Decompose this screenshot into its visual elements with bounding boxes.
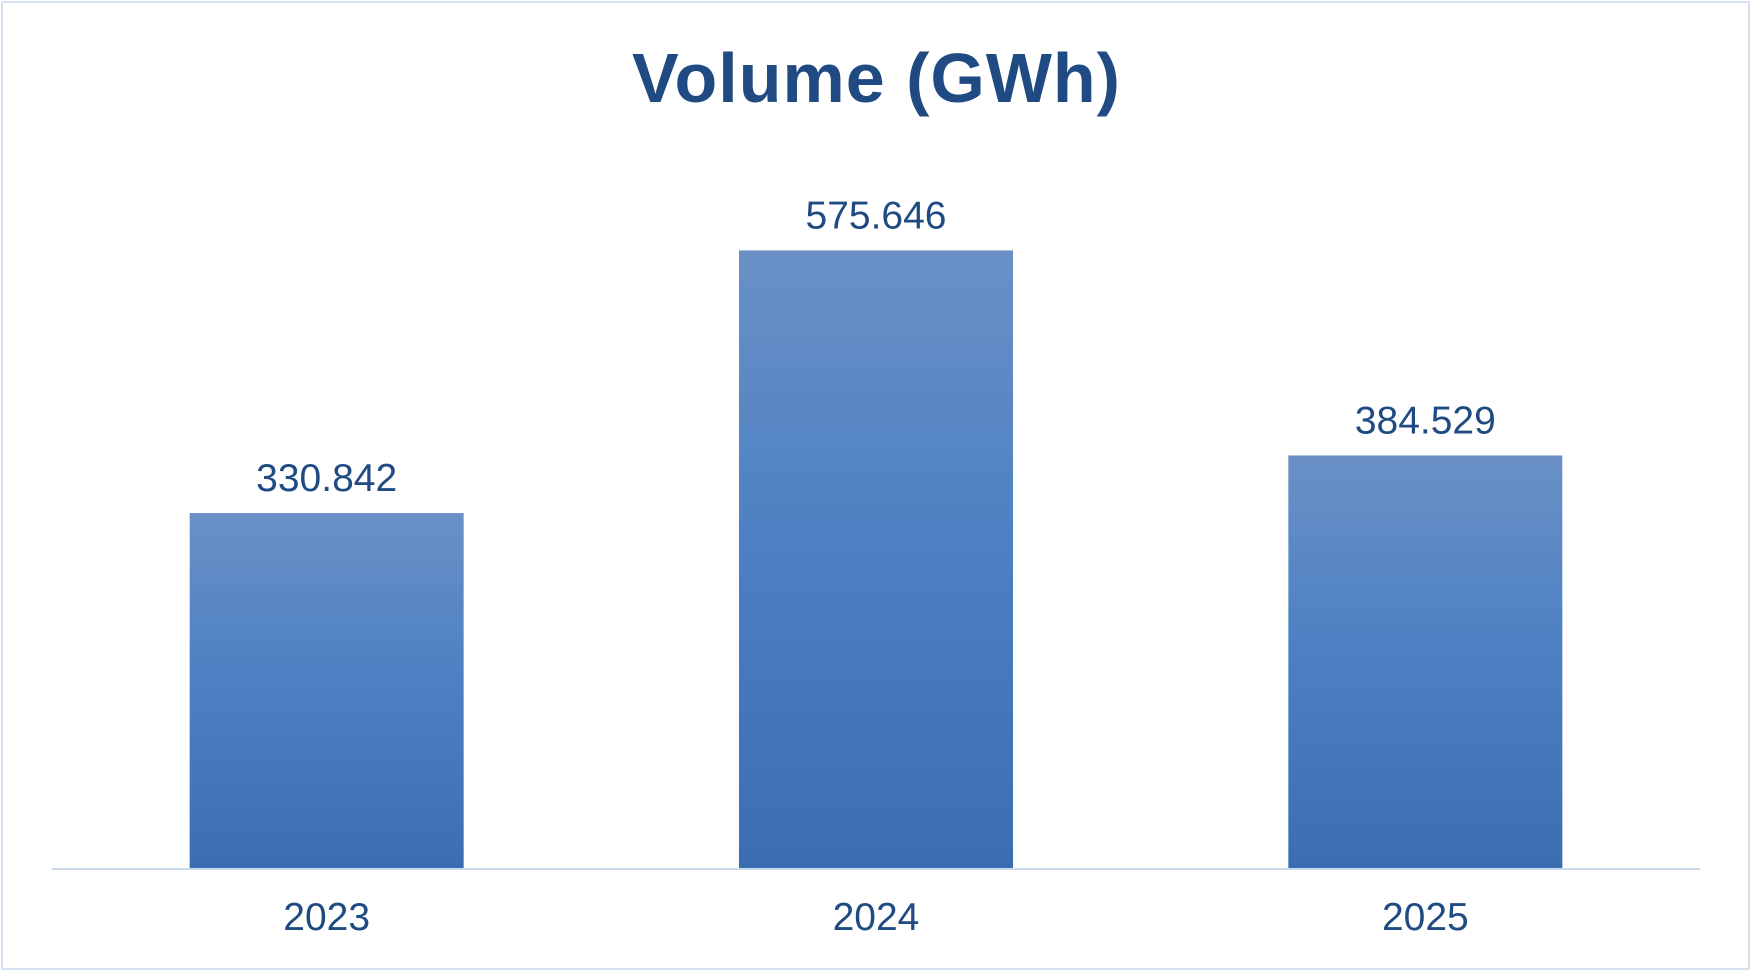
bar-2025 [1288, 455, 1563, 868]
data-label-2025: 384.529 [1355, 399, 1496, 442]
x-tick-label-2024: 2024 [833, 896, 920, 939]
chart-title: Volume (GWh) [632, 39, 1121, 117]
x-tick-labels-group: 2023 2024 2025 [283, 896, 1468, 939]
x-tick-label-2025: 2025 [1382, 896, 1469, 939]
data-labels-group: 330.842 575.646 384.529 [256, 194, 1496, 500]
bar-2023 [189, 513, 464, 868]
data-label-2024: 575.646 [806, 194, 947, 237]
bars-group [189, 250, 1563, 869]
data-label-2023: 330.842 [256, 457, 397, 500]
bar-2024 [739, 250, 1013, 869]
x-tick-label-2023: 2023 [283, 896, 370, 939]
